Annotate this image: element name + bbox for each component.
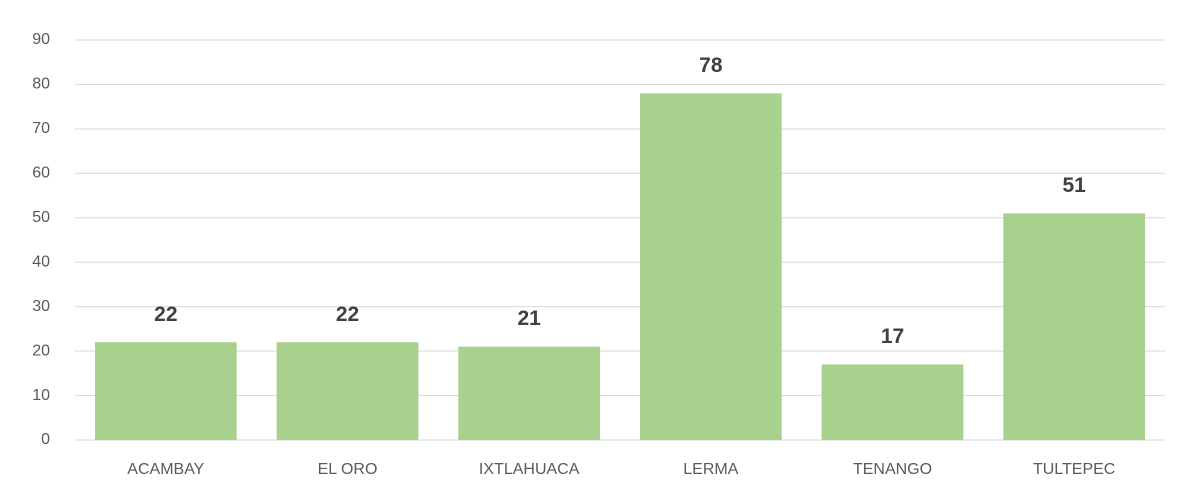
bar — [94, 342, 237, 440]
x-tick-label: IXTLAHUACA — [479, 461, 580, 478]
bar — [821, 364, 964, 440]
x-tick-label: TENANGO — [853, 461, 932, 478]
x-tick-label: TULTEPEC — [1033, 461, 1115, 478]
x-tick-label: LERMA — [683, 461, 738, 478]
bar — [276, 342, 419, 440]
value-label: 21 — [517, 307, 541, 330]
y-tick-label: 60 — [32, 165, 50, 182]
value-label: 78 — [699, 54, 723, 77]
value-label: 22 — [336, 303, 359, 326]
x-tick-label: ACAMBAY — [127, 461, 204, 478]
bar — [639, 93, 782, 440]
bar — [1003, 213, 1146, 440]
y-tick-label: 70 — [32, 120, 50, 137]
value-label: 22 — [154, 303, 177, 326]
y-tick-label: 20 — [32, 342, 50, 359]
bar — [458, 346, 601, 440]
y-tick-label: 90 — [32, 31, 50, 48]
y-tick-label: 10 — [32, 387, 50, 404]
x-tick-label: EL ORO — [318, 461, 378, 478]
y-tick-label: 80 — [32, 76, 50, 93]
value-label: 17 — [881, 325, 904, 348]
value-label: 51 — [1062, 174, 1086, 197]
y-tick-label: 30 — [32, 298, 50, 315]
y-tick-label: 50 — [32, 209, 50, 226]
y-tick-label: 40 — [32, 253, 50, 270]
y-tick-label: 0 — [41, 431, 50, 448]
